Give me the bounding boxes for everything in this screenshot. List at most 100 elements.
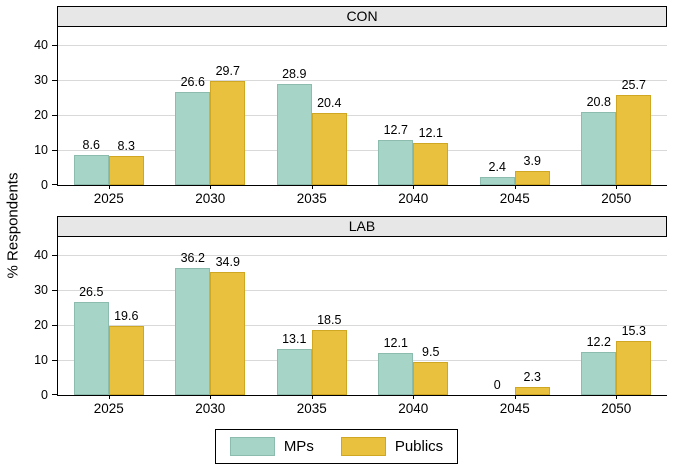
y-tick-label: 40 [34, 248, 48, 262]
y-tick-label: 30 [34, 283, 48, 297]
gridline [58, 255, 667, 256]
bar-mps-2050 [581, 112, 617, 185]
bar-mps-2050 [581, 352, 617, 395]
gridline [58, 360, 667, 361]
x-tick-mark [514, 185, 516, 189]
x-tick-mark [210, 395, 212, 399]
bar-value-label: 3.9 [523, 154, 541, 168]
bar-value-label: 13.1 [282, 332, 307, 346]
x-tick-mark [210, 185, 212, 189]
bar-value-label: 20.4 [317, 96, 342, 110]
panel-con: CON 0 10 20 30 40 2025 8.6 8.3 2030 26.6 29.7 2035 2… [34, 6, 667, 206]
y-tick-mark [52, 115, 58, 116]
gridline [58, 80, 667, 81]
y-tick-label: 40 [34, 38, 48, 52]
y-tick-mark [52, 394, 58, 395]
bar-publics-2045 [514, 387, 550, 395]
bar-value-label: 25.7 [621, 78, 646, 92]
bar-publics-2035 [311, 113, 347, 185]
x-tick-label: 2025 [93, 401, 124, 416]
bar-value-label: 26.6 [180, 75, 205, 89]
bar-publics-2040 [413, 362, 449, 395]
bar-value-label: 18.5 [317, 313, 342, 327]
gridline [58, 115, 667, 116]
bar-value-label: 26.5 [79, 285, 104, 299]
bar-publics-2040 [413, 143, 449, 185]
bar-value-label: 9.5 [422, 345, 440, 359]
bar-value-label: 20.8 [586, 95, 611, 109]
panel-title-lab: LAB [57, 216, 667, 237]
x-tick-mark [108, 185, 110, 189]
plot-area-lab: 0 10 20 30 40 2025 26.5 19.6 2030 36.2 34.9 2035 13.… [34, 237, 667, 416]
y-tick-label: 0 [41, 178, 48, 192]
bar-value-label: 34.9 [215, 255, 240, 269]
bar-mps-2040 [378, 140, 414, 185]
bar-mps-2045 [479, 177, 515, 185]
y-tick-label: 10 [34, 143, 48, 157]
bar-value-label: 28.9 [282, 67, 307, 81]
y-tick-label: 0 [41, 388, 48, 402]
y-tick-mark [52, 325, 58, 326]
y-tick-mark [52, 150, 58, 151]
bar-value-label: 12.1 [418, 126, 443, 140]
legend-label-mps: MPs [283, 438, 314, 455]
bar-publics-2050 [616, 341, 652, 395]
x-tick-label: 2050 [601, 191, 632, 206]
legend-box: MPs Publics [214, 429, 459, 464]
y-tick-label: 20 [34, 108, 48, 122]
bar-mps-2025 [73, 155, 109, 185]
bar-mps-2030 [175, 268, 211, 395]
gridline [58, 150, 667, 151]
x-tick-label: 2045 [499, 401, 530, 416]
y-tick-mark [52, 290, 58, 291]
bar-mps-2040 [378, 353, 414, 395]
bar-value-label: 8.3 [117, 139, 135, 153]
panel-lab: LAB 0 10 20 30 40 2025 26.5 19.6 2030 36.2 34.9 203… [34, 216, 667, 416]
bar-publics-2030 [210, 81, 246, 185]
bar-value-label: 2.4 [488, 160, 506, 174]
bar-publics-2025 [108, 326, 144, 395]
plot-area-con: 0 10 20 30 40 2025 8.6 8.3 2030 26.6 29.7 2035 28.9 2… [34, 27, 667, 206]
legend-label-publics: Publics [394, 438, 444, 455]
x-tick-label: 2050 [601, 401, 632, 416]
bar-value-label: 12.2 [586, 335, 611, 349]
x-tick-mark [413, 395, 415, 399]
bar-value-label: 0 [493, 378, 501, 392]
x-tick-label: 2035 [296, 401, 327, 416]
bar-publics-2045 [514, 171, 550, 185]
gridline [58, 325, 667, 326]
x-tick-mark [616, 185, 618, 189]
bar-value-label: 36.2 [180, 251, 205, 265]
bar-value-label: 12.1 [383, 336, 408, 350]
gridline [58, 45, 667, 46]
legend: MPs Publics [0, 429, 673, 464]
x-tick-mark [311, 395, 313, 399]
legend-swatch-mps [229, 437, 275, 456]
y-tick-mark [52, 45, 58, 46]
bar-publics-2050 [616, 95, 652, 185]
bar-mps-2035 [276, 84, 312, 185]
x-tick-label: 2040 [398, 401, 429, 416]
y-tick-mark [52, 184, 58, 185]
legend-swatch-publics [340, 437, 386, 456]
y-tick-mark [52, 255, 58, 256]
bar-value-label: 12.7 [383, 123, 408, 137]
bar-value-label: 2.3 [523, 370, 541, 384]
x-tick-label: 2035 [296, 191, 327, 206]
bar-value-label: 19.6 [114, 309, 139, 323]
y-tick-mark [52, 360, 58, 361]
y-tick-label: 30 [34, 73, 48, 87]
gridline [58, 290, 667, 291]
x-tick-mark [413, 185, 415, 189]
x-tick-label: 2030 [195, 401, 226, 416]
x-tick-mark [108, 395, 110, 399]
x-tick-label: 2030 [195, 191, 226, 206]
x-tick-label: 2040 [398, 191, 429, 206]
bar-value-label: 8.6 [82, 138, 100, 152]
bar-mps-2035 [276, 349, 312, 395]
bar-publics-2025 [108, 156, 144, 185]
x-tick-mark [514, 395, 516, 399]
bar-value-label: 29.7 [215, 64, 240, 78]
panel-title-con: CON [57, 6, 667, 27]
